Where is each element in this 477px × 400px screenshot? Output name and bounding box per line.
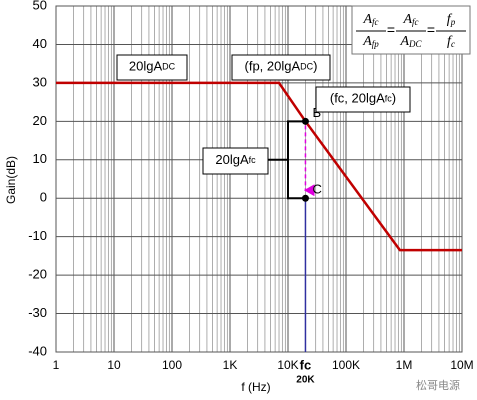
y-tick-label: -30 — [28, 305, 47, 320]
fc-sublabel: 20K — [296, 375, 315, 386]
formula-num-main: f — [447, 12, 453, 27]
point-label: C — [312, 182, 321, 197]
x-tick-label: 10M — [450, 358, 473, 372]
y-tick-label: -20 — [28, 267, 47, 282]
formula-num-sub: p — [450, 17, 456, 27]
formula-den: ADC — [399, 34, 422, 49]
formula-num-sub: fc — [372, 17, 379, 27]
y-tick-label: 30 — [33, 74, 47, 89]
x-tick-label: 100K — [332, 358, 360, 372]
annotation-sub: DC — [300, 62, 313, 72]
formula-num-main: A — [402, 12, 412, 27]
annotation: 20lgADC — [129, 59, 176, 74]
annotation: (fp, 20lgADC) — [245, 59, 318, 74]
x-tick-label: 1 — [53, 358, 60, 372]
annotation: 20lgAfc — [215, 152, 256, 167]
annotation-sub: DC — [162, 62, 175, 72]
y-tick-label: -10 — [28, 228, 47, 243]
formula-num-main: A — [362, 12, 372, 27]
formula-box — [351, 5, 471, 55]
y-tick-label: 40 — [33, 36, 47, 51]
formula-den-main: f — [447, 34, 453, 49]
formula-equals: = — [427, 22, 435, 38]
formula-den-sub: c — [451, 39, 455, 49]
y-tick-label: -40 — [28, 343, 47, 358]
formula-num: Afc — [362, 12, 378, 27]
fc-label: fc — [300, 357, 312, 372]
x-tick-label: 100 — [162, 358, 182, 372]
formula-den-main: A — [362, 34, 372, 49]
formula-den-main: A — [399, 34, 409, 49]
point — [301, 117, 309, 125]
annotation-text: 20lgA — [129, 59, 163, 74]
annotation-text: 20lgA — [215, 152, 249, 167]
annotation-box — [116, 54, 188, 81]
annotation: (fc, 20lgAfc) — [330, 91, 396, 106]
x-tick-label: 1M — [396, 358, 413, 372]
annotation-sub: fc — [385, 94, 393, 104]
annotation-tail: ) — [313, 59, 317, 74]
bracket — [268, 120, 304, 200]
x-tick-label: 10 — [107, 358, 121, 372]
formula-den: Afp — [362, 34, 379, 49]
annotation-text: (fc, 20lgA — [330, 91, 385, 106]
x-axis-label: f (Hz) — [241, 380, 270, 394]
y-tick-label: 10 — [33, 151, 47, 166]
formula-den-sub: DC — [408, 39, 422, 49]
formula-den-sub: fp — [372, 39, 380, 49]
annotation-box — [315, 86, 411, 113]
point — [301, 194, 309, 202]
watermark: 松哥电源 — [416, 378, 460, 392]
formula-equals: = — [387, 22, 395, 38]
x-tick-label: 1K — [223, 358, 238, 372]
annotation-sub: fc — [249, 155, 257, 165]
annotation-box — [231, 54, 331, 81]
y-axis-label: Gain(dB) — [4, 156, 18, 204]
y-tick-label: 50 — [33, 0, 47, 12]
formula-num: fp — [447, 12, 456, 27]
annotation-text: (fp, 20lgA — [245, 59, 301, 74]
y-tick-label: 0 — [40, 190, 47, 205]
x-tick-label: 10K — [277, 358, 298, 372]
formula-num-sub: fc — [412, 17, 419, 27]
annotation-tail: ) — [392, 91, 396, 106]
formula-num: Afc — [402, 12, 418, 27]
annotation-box — [202, 147, 269, 175]
formula-den: fc — [447, 34, 455, 49]
y-tick-label: 20 — [33, 113, 47, 128]
